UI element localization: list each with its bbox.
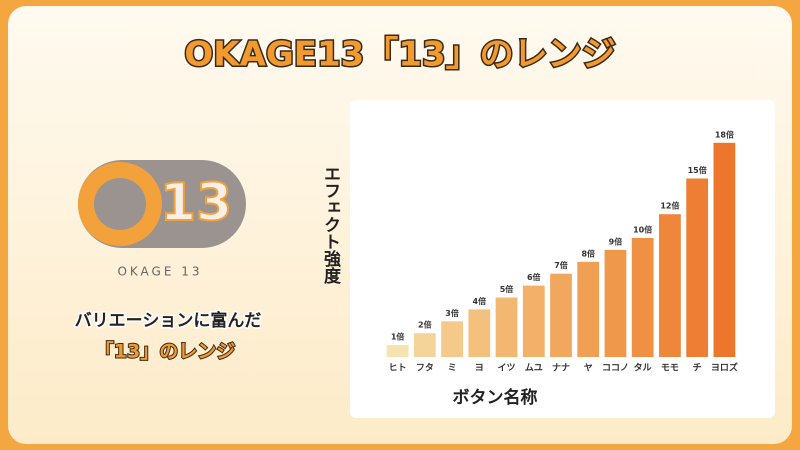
x-tick-label: チ bbox=[693, 363, 702, 374]
x-tick-label: ヤ bbox=[584, 363, 593, 374]
value-label: 10倍 bbox=[633, 225, 652, 235]
value-label: 15倍 bbox=[688, 165, 707, 175]
value-label: 18倍 bbox=[715, 129, 734, 139]
value-label: 12倍 bbox=[660, 201, 679, 211]
logo-caption: OKAGE 13 bbox=[117, 265, 202, 279]
value-label: 3倍 bbox=[445, 308, 459, 318]
value-label: 5倍 bbox=[500, 284, 514, 294]
logo-number: 13 bbox=[160, 173, 232, 233]
value-label: 8倍 bbox=[581, 248, 595, 258]
x-tick-label: ココノ bbox=[602, 363, 629, 374]
x-tick-label: イツ bbox=[498, 363, 516, 374]
value-label: 7倍 bbox=[554, 260, 568, 270]
caption-line: 「13」のレンジ bbox=[95, 340, 235, 363]
bar bbox=[468, 309, 491, 357]
bar bbox=[522, 285, 545, 357]
bar bbox=[713, 142, 736, 357]
bar bbox=[550, 273, 572, 357]
value-label: 2倍 bbox=[418, 320, 432, 330]
value-label: 4倍 bbox=[473, 296, 487, 306]
logo-ring bbox=[78, 162, 162, 246]
x-tick-label: ヨ bbox=[475, 364, 484, 374]
bar bbox=[659, 214, 681, 357]
bar bbox=[686, 178, 709, 357]
x-tick-label: ヒト bbox=[389, 363, 407, 374]
x-tick-label: フタ bbox=[416, 362, 434, 374]
bar bbox=[386, 345, 409, 357]
x-tick-label: タル bbox=[634, 362, 652, 374]
bar bbox=[604, 249, 627, 357]
x-tick-label: ミ bbox=[448, 363, 457, 374]
x-tick-label: ナナ bbox=[552, 363, 570, 374]
bar bbox=[577, 261, 600, 357]
value-label: 9倍 bbox=[609, 236, 623, 246]
bar bbox=[413, 333, 436, 357]
x-tick-label: モモ bbox=[661, 364, 679, 374]
x-tick-label: ヨロズ bbox=[711, 362, 738, 374]
value-label: 1倍 bbox=[391, 332, 405, 342]
x-tick-label: ムユ bbox=[525, 363, 543, 374]
bar bbox=[631, 238, 654, 357]
value-label: 6倍 bbox=[527, 272, 541, 282]
bar bbox=[441, 321, 463, 357]
slide-title: OKAGE13「13」のレンジ bbox=[184, 35, 615, 75]
x-axis-label: ボタン名称 bbox=[453, 387, 538, 408]
y-axis-label: エフェクト強度 bbox=[320, 165, 341, 285]
caption-line: バリエーションに富んだ bbox=[75, 310, 262, 331]
bar bbox=[495, 297, 518, 357]
